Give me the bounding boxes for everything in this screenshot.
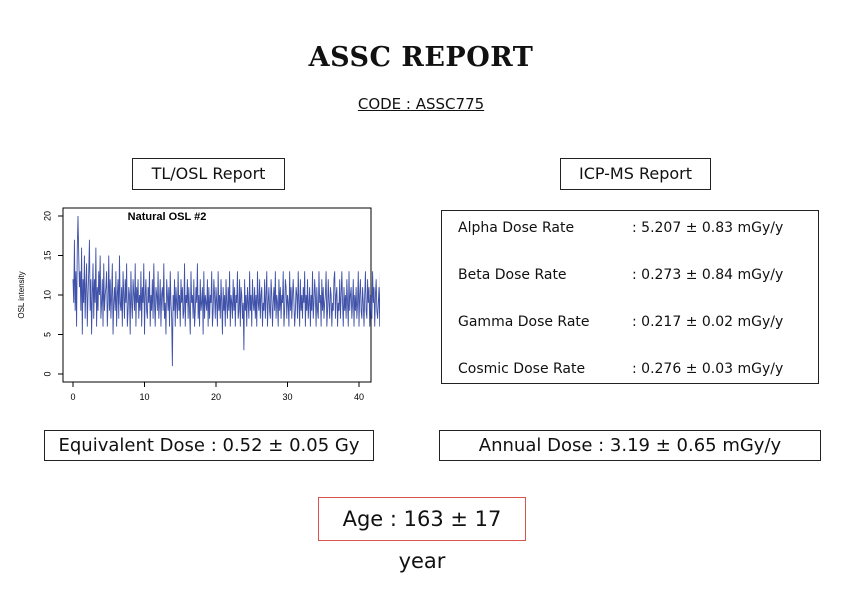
x-tick-label: 30 <box>282 392 292 402</box>
report-code: CODE : ASSC775 <box>357 95 485 113</box>
x-tick-label: 0 <box>70 392 75 402</box>
icp-row-value: : 0.276 ± 0.03 mGy/y <box>632 361 784 377</box>
icp-row-name: Beta Dose Rate <box>458 267 567 283</box>
y-tick-label: 10 <box>42 290 52 300</box>
y-axis-label: OSL intensity <box>17 271 26 318</box>
icp-ms-report-label: ICP-MS Report <box>560 158 711 190</box>
y-tick-label: 0 <box>42 371 52 376</box>
icp-row-name: Cosmic Dose Rate <box>458 361 586 377</box>
age-result-box: Age : 163 ± 17 year <box>318 497 526 573</box>
icp-ms-table: Alpha Dose Rate : 5.207 ± 0.83 mGy/y Bet… <box>441 210 819 384</box>
annual-dose-box: Annual Dose : 3.19 ± 0.65 mGy/y <box>439 430 821 461</box>
icp-row-value: : 5.207 ± 0.83 mGy/y <box>632 220 784 236</box>
report-title: ASSC REPORT <box>308 42 534 73</box>
x-tick-label: 40 <box>354 392 364 402</box>
x-tick-label: 20 <box>211 392 221 402</box>
osl-series-line <box>72 215 380 367</box>
icp-row-value: : 0.273 ± 0.84 mGy/y <box>632 267 784 283</box>
chart-title: Natural OSL #2 <box>128 211 207 223</box>
y-tick-label: 15 <box>42 250 52 260</box>
icp-row-name: Alpha Dose Rate <box>458 220 575 236</box>
icp-row-name: Gamma Dose Rate <box>458 314 590 330</box>
tl-osl-report-label: TL/OSL Report <box>132 158 285 190</box>
equivalent-dose-box: Equivalent Dose : 0.52 ± 0.05 Gy <box>44 430 374 461</box>
icp-row-value: : 0.217 ± 0.02 mGy/y <box>632 314 784 330</box>
y-tick-label: 20 <box>42 211 52 221</box>
x-tick-label: 10 <box>139 392 149 402</box>
y-tick-label: 5 <box>42 332 52 337</box>
osl-chart: Natural OSL #2 OSL intensity 0 5 10 15 20 0 10 20… <box>17 207 380 402</box>
